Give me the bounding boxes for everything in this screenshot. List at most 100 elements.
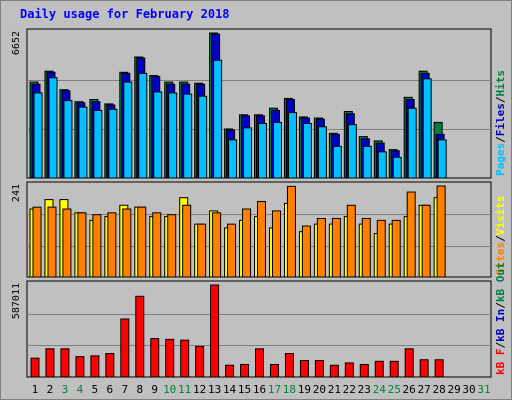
visits-sites-sites-bar-day-19 xyxy=(301,225,311,278)
visits-sites-sites-bar-day-28 xyxy=(436,185,446,278)
kbytes-kb-f-bar-day-14 xyxy=(225,364,235,378)
visits-sites-sites-bar-day-8 xyxy=(137,206,147,278)
day-label-31: 31 xyxy=(477,383,490,396)
usage-pages-bar-day-13 xyxy=(213,59,223,179)
legend-label-2-2: / xyxy=(494,235,507,242)
visits-sites-sites-bar-day-24 xyxy=(376,219,386,278)
day-label-24: 24 xyxy=(373,383,387,396)
legend-label-3-3: kB In xyxy=(494,309,507,342)
visits-sites-sites-bar-day-3 xyxy=(62,208,72,278)
usage-pages-bar-day-16 xyxy=(258,123,268,179)
kbytes-kb-f-bar-day-25 xyxy=(389,360,399,378)
kbytes-kb-f-bar-day-12 xyxy=(195,345,205,378)
legend-label-3-5: kB Out xyxy=(494,262,507,302)
usage-pages-bar-day-9 xyxy=(153,91,163,179)
day-label-4: 4 xyxy=(77,383,84,396)
usage-pages-bar-day-21 xyxy=(332,145,342,179)
visits-sites-sites-bar-day-17 xyxy=(271,210,281,278)
visits-sites-sites-bar-day-11 xyxy=(182,204,192,278)
usage-pages-bar-day-10 xyxy=(168,92,178,179)
kbytes-kb-f-bar-day-17 xyxy=(269,363,279,378)
legend-label-2-3: Visits xyxy=(494,196,507,236)
visits-sites-sites-bar-day-22 xyxy=(346,204,356,278)
usage-pages-bar-day-26 xyxy=(407,107,417,179)
usage-pages-bar-day-22 xyxy=(347,124,357,179)
visits-sites-sites-bar-day-27 xyxy=(421,204,431,278)
visits-sites-sites-bar-day-23 xyxy=(361,217,371,278)
day-label-20: 20 xyxy=(313,383,326,396)
usage-pages-bar-day-14 xyxy=(228,139,238,179)
day-label-25: 25 xyxy=(388,383,401,396)
panel-2-ymax-label: 241 xyxy=(11,184,22,202)
legend-label-3-1: kB F xyxy=(494,349,507,376)
kbytes-kb-f-bar-day-10 xyxy=(165,338,175,378)
usage-pages-bar-day-17 xyxy=(272,121,282,179)
kbytes-kb-f-bar-day-9 xyxy=(150,338,160,378)
usage-pages-bar-day-28 xyxy=(437,139,447,179)
usage-pages-bar-day-1 xyxy=(33,92,43,179)
kbytes-kb-f-bar-day-19 xyxy=(299,360,309,378)
usage-pages-bar-day-5 xyxy=(93,109,103,179)
legend-label-1-5: Hits xyxy=(494,70,507,97)
visits-sites-sites-bar-day-5 xyxy=(92,214,102,278)
day-label-8: 8 xyxy=(136,383,143,396)
panel-1-ymax-label: 6652 xyxy=(11,31,22,55)
visits-sites-sites-bar-day-4 xyxy=(77,212,87,278)
usage-pages-bar-day-23 xyxy=(362,145,372,179)
visits-sites-sites-bar-day-9 xyxy=(152,212,162,278)
kbytes-kb-f-bar-day-18 xyxy=(284,352,294,378)
legend-label-3-2: / xyxy=(494,342,507,349)
day-label-9: 9 xyxy=(151,383,158,396)
kbytes-kb-f-bar-day-20 xyxy=(314,360,324,378)
usage-pages-bar-day-25 xyxy=(392,156,402,179)
kbytes-kb-f-bar-day-21 xyxy=(329,364,339,378)
day-label-11: 11 xyxy=(178,383,191,396)
kbytes-kb-f-bar-day-13 xyxy=(210,284,220,378)
day-label-17: 17 xyxy=(268,383,281,396)
day-label-10: 10 xyxy=(163,383,176,396)
visits-sites-sites-bar-day-7 xyxy=(122,208,132,278)
kbytes-kb-f-bar-day-3 xyxy=(60,348,70,378)
day-label-1: 1 xyxy=(32,383,39,396)
kbytes-kb-f-bar-day-2 xyxy=(45,348,55,378)
usage-pages-bar-day-12 xyxy=(198,95,208,179)
day-label-28: 28 xyxy=(432,383,445,396)
kbytes-kb-f-bar-day-8 xyxy=(135,295,145,378)
day-label-26: 26 xyxy=(403,383,416,396)
visits-sites-sites-bar-day-16 xyxy=(257,200,267,278)
usage-pages-bar-day-6 xyxy=(108,108,118,179)
day-label-19: 19 xyxy=(298,383,311,396)
usage-pages-bar-day-11 xyxy=(183,93,193,179)
visits-sites-sites-bar-day-13 xyxy=(212,212,222,278)
panel-1-legend: Pages/Files/Hits xyxy=(494,70,507,176)
visits-sites-sites-bar-day-26 xyxy=(406,191,416,278)
day-label-14: 14 xyxy=(223,383,237,396)
visits-sites-sites-bar-day-25 xyxy=(391,219,401,278)
visits-sites-sites-bar-day-21 xyxy=(331,217,341,278)
visits-sites-sites-bar-day-14 xyxy=(227,223,237,278)
day-label-5: 5 xyxy=(92,383,99,396)
kbytes-kb-f-bar-day-15 xyxy=(240,363,250,378)
kbytes-kb-f-bar-day-23 xyxy=(359,363,369,378)
visits-sites-sites-bar-day-10 xyxy=(167,214,177,278)
kbytes-kb-f-bar-day-5 xyxy=(90,355,100,378)
visits-sites-sites-bar-day-20 xyxy=(316,217,326,278)
kbytes-kb-f-bar-day-26 xyxy=(404,348,414,378)
legend-label-1-1: Pages xyxy=(494,143,507,176)
usage-pages-bar-day-19 xyxy=(302,123,312,179)
panel-3-legend: kB F/kB In/kB Out xyxy=(494,262,507,375)
chart-title: Daily usage for February 2018 xyxy=(20,7,230,21)
legend-label-1-3: Files xyxy=(494,103,507,136)
usage-pages-bar-day-27 xyxy=(422,78,432,179)
usage-pages-bar-day-20 xyxy=(317,126,327,179)
kbytes-kb-f-bar-day-4 xyxy=(75,356,85,378)
legend-label-3-4: / xyxy=(494,302,507,309)
kbytes-kb-f-bar-day-6 xyxy=(105,352,115,378)
usage-pages-bar-day-3 xyxy=(63,100,73,179)
day-label-15: 15 xyxy=(238,383,251,396)
day-label-7: 7 xyxy=(121,383,128,396)
day-label-30: 30 xyxy=(462,383,475,396)
day-label-22: 22 xyxy=(343,383,356,396)
